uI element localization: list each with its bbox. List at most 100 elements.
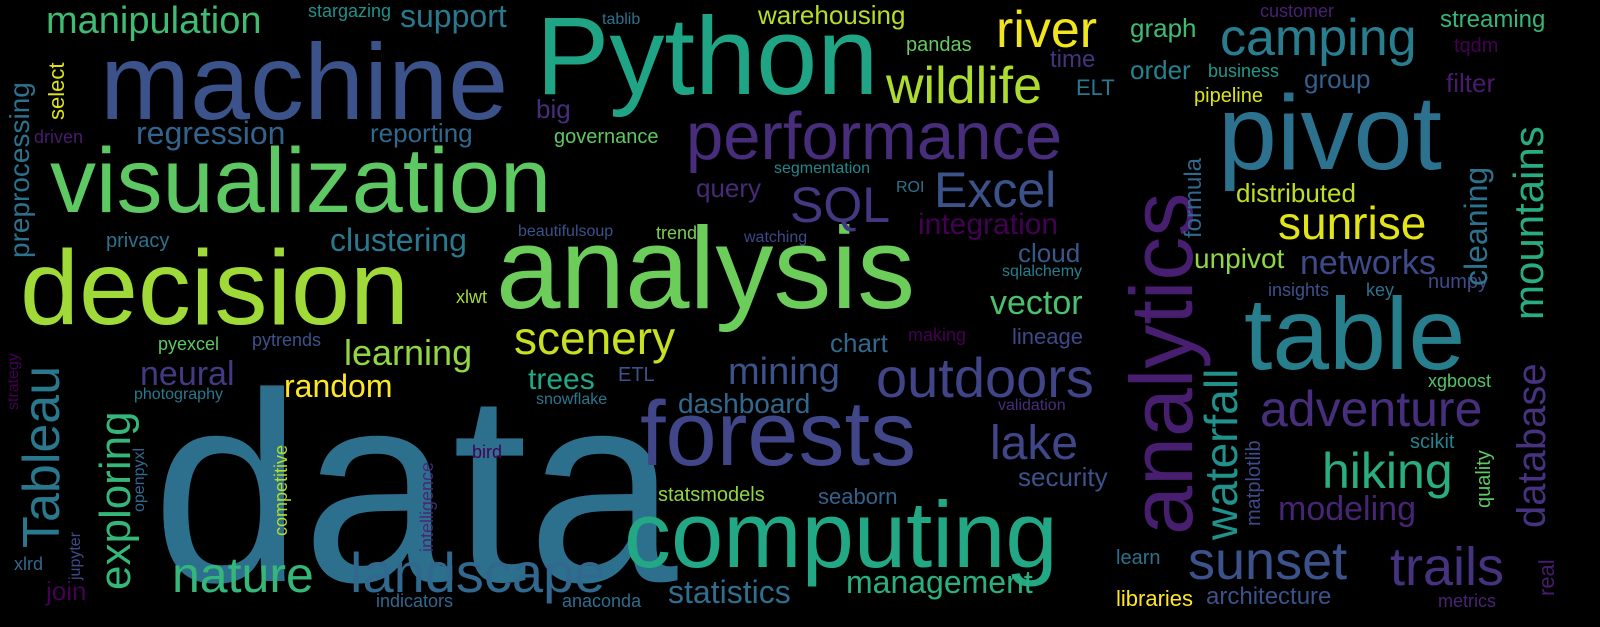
word-decision: decision [20,229,409,347]
word-data: data [152,338,678,627]
word-trails: trails [1390,537,1505,597]
word-insights: insights [1268,280,1330,300]
word-segmentation: segmentation [774,160,871,177]
word-learning: learning [344,332,473,373]
word-big: big [536,94,571,124]
word-key: key [1366,280,1395,300]
word-order: order [1130,55,1191,85]
word-time: time [1050,46,1096,73]
word-neural: neural [140,355,235,393]
word-cleaning: cleaning [1458,166,1494,286]
word-networks: networks [1300,244,1437,282]
word-performance: performance [686,99,1063,174]
word-watching: watching [744,229,808,246]
word-join: join [46,576,87,606]
word-database: database [1510,363,1554,528]
word-manipulation: manipulation [46,0,262,42]
word-integration: integration [918,208,1059,241]
word-reporting: reporting [370,118,473,148]
word-camping: camping [1220,9,1417,67]
word-modeling: modeling [1278,490,1416,528]
word-waterfall: waterfall [1195,368,1247,540]
word-stargazing: stargazing [308,1,392,21]
word-machine: machine [100,21,509,142]
word-outdoors: outdoors [876,346,1094,409]
word-random: random [284,368,393,404]
word-streaming: streaming [1440,6,1546,33]
word-validation: validation [998,397,1066,414]
word-strategy: strategy [5,353,22,410]
word-security: security [1018,462,1108,492]
word-warehousing: warehousing [758,0,906,30]
word-roi: ROI [896,179,925,196]
word-tablib: tablib [602,11,641,28]
word-python: Python [536,0,879,118]
word-mountains: mountains [1505,126,1552,320]
word-query: query [696,173,762,203]
word-indicators: indicators [376,591,454,611]
word-making: making [908,325,967,345]
word-etl: ETL [618,364,655,386]
word-sql: SQL [790,177,891,233]
word-lake: lake [990,417,1079,470]
word-learn: learn [1116,547,1161,569]
word-scikit: scikit [1410,431,1455,453]
word-cloud: cloud [1018,238,1081,268]
word-intelligence: intelligence [417,461,437,552]
word-regression: regression [136,115,286,151]
word-privacy: privacy [106,230,170,252]
word-anaconda: anaconda [562,591,642,611]
word-statistics: statistics [668,574,791,610]
word-statsmodels: statsmodels [658,484,765,506]
word-pyexcel: pyexcel [158,334,220,354]
word-customer: customer [1260,1,1335,21]
word-architecture: architecture [1206,583,1332,610]
word-distributed: distributed [1236,178,1356,208]
word-openpyxl: openpyxl [131,447,148,512]
word-management: management [846,564,1033,600]
word-beautifulsoup: beautifulsoup [518,223,614,240]
word-xlrd: xlrd [14,554,44,574]
word-snowflake: snowflake [536,391,608,408]
word-real: real [1534,559,1559,596]
word-xgboost: xgboost [1428,371,1492,391]
word-photography: photography [134,386,223,403]
word-tableau: Tableau [13,365,71,548]
word-hiking: hiking [1322,443,1453,499]
word-group: group [1304,64,1371,94]
word-table: table [1244,277,1466,391]
word-jupyter: jupyter [67,531,84,580]
word-dashboard: dashboard [678,388,811,419]
word-graph: graph [1130,13,1197,43]
word-select: select [44,62,69,120]
word-governance: governance [554,126,659,148]
word-sqlalchemy: sqlalchemy [1002,263,1083,280]
word-analytics: analytics [1112,192,1211,535]
word-elt: ELT [1076,75,1115,100]
word-pytrends: pytrends [252,330,322,350]
word-chart: chart [830,328,888,358]
word-driven: driven [34,127,84,147]
word-formula: formula [1180,157,1207,238]
word-tqdm: tqdm [1454,35,1499,57]
word-libraries: libraries [1116,586,1194,611]
word-filter: filter [1446,68,1496,98]
word-business: business [1208,61,1280,81]
word-numpy: numpy [1428,271,1489,293]
word-pandas: pandas [906,34,972,56]
word-sunset: sunset [1188,531,1348,591]
word-landscape: landscape [350,541,606,604]
word-support: support [400,0,507,34]
word-river: river [996,1,1098,59]
word-metrics: metrics [1438,591,1496,611]
word-unpivot: unpivot [1194,243,1285,274]
word-mining: mining [728,351,840,393]
word-clustering: clustering [330,222,467,258]
word-forests: forests [640,383,917,485]
word-computing: computing [624,482,1058,587]
word-sunrise: sunrise [1278,197,1427,249]
word-excel: Excel [934,162,1057,218]
word-pivot: pivot [1218,74,1442,192]
word-quality: quality [1473,450,1495,508]
